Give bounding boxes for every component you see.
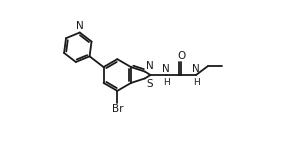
- Text: N: N: [162, 64, 170, 74]
- Text: H: H: [163, 78, 170, 87]
- Text: H: H: [193, 78, 199, 87]
- Text: N: N: [192, 64, 200, 74]
- Text: S: S: [146, 79, 153, 89]
- Text: Br: Br: [112, 104, 123, 114]
- Text: O: O: [177, 51, 185, 61]
- Text: N: N: [146, 61, 154, 71]
- Text: N: N: [76, 21, 84, 31]
